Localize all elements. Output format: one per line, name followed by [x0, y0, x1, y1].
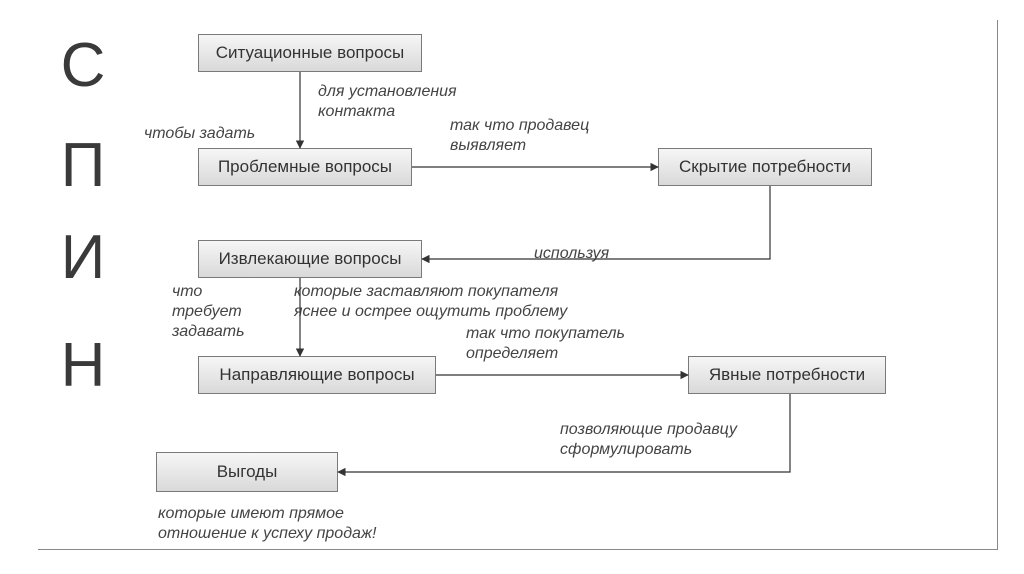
node-label: Ситуационные вопросы: [216, 43, 405, 63]
node-label: Явные потребности: [709, 365, 865, 385]
node-problem: Проблемные вопросы: [198, 148, 412, 186]
annotation-a9: которые имеют прямоеотношение к успеху п…: [158, 504, 376, 544]
acronym-letter-n: Н: [48, 330, 118, 401]
acronym-letter-i: И: [48, 222, 118, 293]
annotation-a2: чтобы задать: [144, 124, 255, 144]
node-needpayoff: Направляющие вопросы: [198, 356, 436, 394]
annotation-a8: позволяющие продавцусформулировать: [560, 420, 737, 460]
node-benefits: Выгоды: [156, 452, 338, 492]
annotation-a7: так что покупательопределяет: [466, 324, 625, 364]
node-label: Скрытие потребности: [679, 157, 851, 177]
annotation-a1: для установленияконтакта: [318, 82, 457, 122]
annotation-a4: используя: [534, 244, 609, 264]
node-label: Выгоды: [217, 462, 278, 482]
node-hidden: Скрытие потребности: [658, 148, 872, 186]
annotation-a6: чтотребуетзадавать: [172, 282, 245, 342]
annotation-a3: так что продавецвыявляет: [450, 116, 589, 156]
node-label: Извлекающие вопросы: [219, 249, 402, 269]
node-implication: Извлекающие вопросы: [198, 240, 422, 278]
node-explicit: Явные потребности: [688, 356, 886, 394]
diagram-canvas: С П И Н Ситуационные вопросы Проблемные …: [0, 0, 1024, 574]
node-label: Проблемные вопросы: [218, 157, 392, 177]
acronym-letter-p: П: [48, 130, 118, 201]
annotation-a5: которые заставляют покупателяяснее и ост…: [294, 282, 567, 322]
node-label: Направляющие вопросы: [219, 365, 414, 385]
node-situational: Ситуационные вопросы: [198, 34, 422, 72]
acronym-letter-s: С: [48, 30, 118, 101]
